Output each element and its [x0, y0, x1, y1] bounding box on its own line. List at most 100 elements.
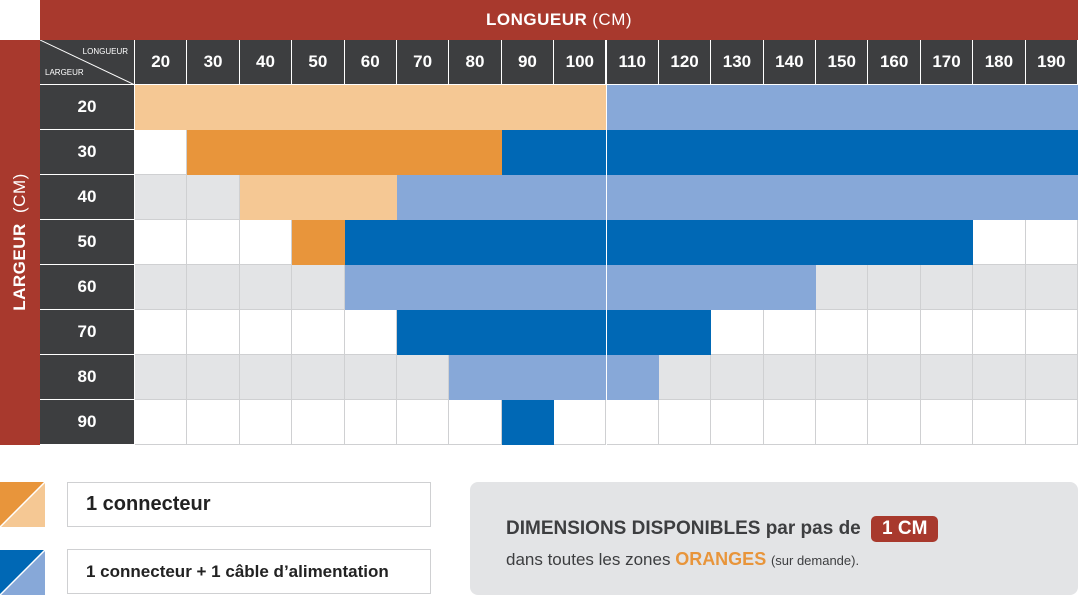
- row-header: 70: [40, 310, 135, 355]
- column-header: 80: [449, 40, 502, 85]
- grid-cell: [868, 265, 921, 310]
- grid-cell: [449, 85, 502, 130]
- grid-cell: [1025, 265, 1078, 310]
- grid-cell: [763, 265, 817, 310]
- grid-cell: [344, 400, 397, 445]
- grid-cell: [554, 265, 607, 310]
- grid-cell: [344, 355, 397, 400]
- grid-cell: [449, 265, 502, 310]
- grid-cell: [501, 310, 555, 355]
- grid-cell: [763, 85, 817, 130]
- grid-cell: [920, 220, 974, 265]
- column-header: 40: [239, 40, 293, 85]
- grid-cell: [396, 220, 450, 265]
- info-line-2: dans toutes les zones ORANGES (sur deman…: [506, 549, 859, 570]
- grid-corner: LONGUEUR LARGEUR: [40, 40, 135, 85]
- grid-cell: [658, 265, 712, 310]
- grid-cell: [501, 400, 555, 445]
- grid-cell: [396, 355, 450, 400]
- info-on-demand-text: (sur demande).: [770, 553, 860, 568]
- row-header: 20: [40, 85, 135, 130]
- grid-cell: [292, 220, 345, 265]
- grid-cell: [449, 400, 502, 445]
- grid-cell: [187, 85, 240, 130]
- info-line-1: DIMENSIONS DISPONIBLES par pas de 1 CM: [506, 516, 939, 542]
- column-header: 170: [920, 40, 974, 85]
- grid-cell: [239, 220, 293, 265]
- grid-cell: [344, 265, 397, 310]
- grid-cell: [658, 355, 712, 400]
- grid-cell: [658, 220, 712, 265]
- grid-cell: [868, 175, 921, 220]
- grid-cell: [1025, 220, 1078, 265]
- grid-cell: [1025, 310, 1078, 355]
- grid-cell: [554, 355, 607, 400]
- grid-cell: [606, 175, 659, 220]
- grid-cell: [501, 355, 555, 400]
- grid-cell: [868, 355, 921, 400]
- grid-cell: [920, 355, 974, 400]
- grid-cell: [239, 400, 293, 445]
- grid-cell: [606, 355, 659, 400]
- grid-cell: [187, 310, 240, 355]
- row-header: 60: [40, 265, 135, 310]
- grid-cell: [606, 85, 659, 130]
- grid-cell: [658, 130, 712, 175]
- grid-cell: [816, 400, 869, 445]
- grid-cell: [554, 400, 607, 445]
- column-header: 180: [973, 40, 1026, 85]
- grid-cell: [711, 130, 764, 175]
- longueur-header: LONGUEUR (CM): [40, 0, 1078, 40]
- corner-largeur-label: LARGEUR: [45, 68, 84, 77]
- grid-cell: [711, 355, 764, 400]
- grid-cell: [973, 175, 1026, 220]
- grid-cell: [973, 310, 1026, 355]
- grid-cell: [135, 130, 188, 175]
- grid-cell: [973, 85, 1026, 130]
- grid-cell: [973, 130, 1026, 175]
- grid-cell: [135, 265, 188, 310]
- grid-cell: [816, 130, 869, 175]
- grid-cell: [554, 175, 607, 220]
- grid-cell: [920, 310, 974, 355]
- row-header: 50: [40, 220, 135, 265]
- info-zones-text: dans toutes les zones: [506, 550, 671, 569]
- grid-cell: [292, 355, 345, 400]
- grid-cell: [501, 220, 555, 265]
- grid-cell: [973, 265, 1026, 310]
- grid-cell: [501, 175, 555, 220]
- grid-cell: [606, 310, 659, 355]
- grid-cell: [292, 400, 345, 445]
- grid-cell: [711, 265, 764, 310]
- grid-cell: [763, 355, 817, 400]
- grid-cell: [344, 310, 397, 355]
- legend-label: 1 connecteur: [86, 493, 211, 515]
- column-header: 60: [344, 40, 397, 85]
- grid-cell: [554, 130, 607, 175]
- grid-cell: [135, 220, 188, 265]
- corner-diagonal: [40, 40, 134, 84]
- grid-cell: [449, 220, 502, 265]
- grid-cell: [135, 85, 188, 130]
- grid-cell: [711, 400, 764, 445]
- column-header: 50: [292, 40, 345, 85]
- grid-cell: [1025, 175, 1078, 220]
- grid-cell: [658, 85, 712, 130]
- grid-cell: [554, 220, 607, 265]
- grid-cell: [920, 130, 974, 175]
- largeur-title: LARGEUR: [10, 223, 29, 311]
- grid-cell: [1025, 355, 1078, 400]
- grid-cell: [868, 220, 921, 265]
- step-badge: 1 CM: [871, 516, 939, 542]
- grid-cell: [920, 85, 974, 130]
- grid-cell: [292, 310, 345, 355]
- dimensions-grid: LONGUEUR LARGEUR 20 30 40 50 60 70 80 90 100 110 1…: [40, 40, 1078, 445]
- grid-cell: [658, 310, 712, 355]
- grid-cell: [292, 175, 345, 220]
- grid-cell: [187, 400, 240, 445]
- grid-cell: [187, 220, 240, 265]
- column-header: 140: [763, 40, 817, 85]
- grid-cell: [501, 85, 555, 130]
- column-header: 150: [816, 40, 869, 85]
- largeur-unit: (CM): [10, 173, 29, 213]
